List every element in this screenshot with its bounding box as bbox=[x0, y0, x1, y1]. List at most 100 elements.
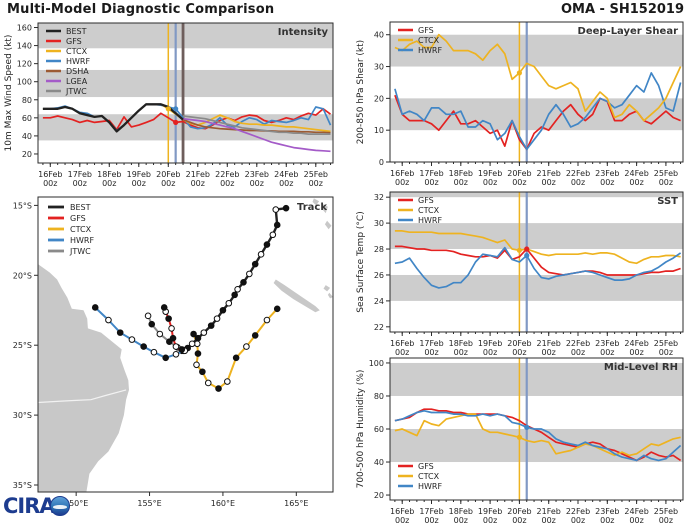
rh-xtick: 24Feb bbox=[624, 507, 648, 516]
rh-init-marker bbox=[524, 424, 530, 430]
track-best-fix-marker-open bbox=[246, 270, 253, 278]
sst-band bbox=[390, 192, 683, 198]
shear-frame bbox=[389, 21, 684, 163]
track-hwrf-fix-marker bbox=[91, 304, 99, 311]
track-best-fix-marker bbox=[178, 346, 186, 353]
intensity-xtick-sub: 00z bbox=[102, 179, 116, 188]
map-lat-tick: 15°S bbox=[13, 201, 32, 210]
intensity-corner-label: Intensity bbox=[278, 27, 329, 38]
sst-xtick: 24Feb bbox=[624, 339, 648, 348]
track-best-fix-marker-open bbox=[269, 231, 277, 239]
shear-legend-label: HWRF bbox=[418, 46, 442, 55]
rh-xtick: 25Feb bbox=[654, 507, 678, 516]
intensity-xtick-sub: 00z bbox=[191, 179, 205, 188]
sst-ytick: 30 bbox=[374, 219, 384, 228]
track-gfs-fix-marker-open bbox=[172, 343, 180, 350]
shear-legend-label: CTCX bbox=[418, 36, 440, 45]
intensity-ytick: 40 bbox=[22, 132, 32, 141]
track-jtwc-fix-marker-open bbox=[144, 312, 152, 320]
rh-xtick-sub: 00z bbox=[454, 516, 468, 525]
sst-xtick: 17Feb bbox=[419, 339, 443, 348]
sst-band bbox=[390, 223, 683, 250]
intensity-legend-label: LGEA bbox=[66, 77, 88, 86]
track-gfs-fix-marker bbox=[169, 334, 177, 342]
sst-xtick: 16Feb bbox=[390, 339, 414, 348]
shear-ylabel: 200-850 hPa Shear (kt) bbox=[356, 40, 366, 144]
intensity-ytick: 100 bbox=[17, 78, 32, 87]
intensity-jtwc-line bbox=[182, 115, 331, 135]
rh-panel: 2040608010016Feb00z17Feb00z18Feb00z19Feb… bbox=[356, 357, 684, 525]
track-ctcx-fix-marker bbox=[232, 354, 240, 362]
cira-logo: CIRA bbox=[3, 494, 70, 518]
intensity-xtick: 21Feb bbox=[186, 170, 210, 179]
shear-xtick: 21Feb bbox=[537, 169, 561, 178]
intensity-ytick: 120 bbox=[17, 60, 32, 69]
australia-landmass bbox=[38, 264, 129, 492]
rh-ylabel: 700-500 hPa Humidity (%) bbox=[356, 370, 366, 489]
rh-xtick-sub: 00z bbox=[512, 516, 526, 525]
intensity-xtick-sub: 00z bbox=[43, 179, 57, 188]
track-hwrf-fix-marker-open bbox=[150, 348, 158, 356]
intensity-lgea-line bbox=[182, 117, 331, 153]
sst-xtick: 20Feb bbox=[507, 339, 531, 348]
shear-xtick: 18Feb bbox=[449, 169, 473, 178]
shear-ytick: 0 bbox=[379, 158, 384, 167]
shear-xtick-sub: 00z bbox=[659, 178, 673, 187]
track-hwrf-fix-marker-open bbox=[128, 336, 136, 343]
sst-xtick: 22Feb bbox=[566, 339, 590, 348]
sst-ylabel: Sea Surface Temp (°C) bbox=[356, 211, 366, 312]
track-best-fix-marker-open bbox=[213, 315, 221, 322]
shear-ytick: 30 bbox=[374, 63, 384, 72]
shear-legend-label: GFS bbox=[418, 26, 434, 35]
rh-xtick-sub: 00z bbox=[571, 516, 585, 525]
shear-xtick-sub: 00z bbox=[542, 178, 556, 187]
intensity-xtick: 23Feb bbox=[245, 170, 269, 179]
track-best-fix-marker bbox=[231, 291, 238, 299]
track-gfs-fix-marker-open bbox=[168, 325, 175, 332]
shear-xtick-sub: 00z bbox=[629, 178, 643, 187]
sst-init-marker bbox=[524, 252, 530, 259]
sst-xtick-sub: 00z bbox=[659, 348, 673, 357]
track-ctcx-fix-marker bbox=[251, 332, 259, 339]
track-best-fix-marker-open bbox=[225, 299, 233, 307]
intensity-ytick: 160 bbox=[17, 24, 32, 33]
intensity-legend-label: BEST bbox=[66, 27, 87, 36]
rh-xtick-sub: 00z bbox=[424, 516, 438, 525]
track-ctcx-fix-marker bbox=[194, 350, 202, 357]
intensity-init-marker bbox=[173, 106, 179, 112]
shear-ytick: 10 bbox=[374, 126, 384, 135]
track-best-fix-marker-open bbox=[200, 329, 208, 336]
track-ctcx-fix-marker-open bbox=[263, 316, 271, 324]
intensity-xtick: 18Feb bbox=[97, 170, 121, 179]
loyalty-island-2-landmass bbox=[327, 292, 333, 299]
rh-legend-label: HWRF bbox=[418, 482, 442, 491]
rh-xtick-sub: 00z bbox=[659, 516, 673, 525]
map-content bbox=[38, 198, 333, 492]
track-jtwc-fix-marker-open bbox=[156, 330, 164, 338]
sst-xtick-sub: 00z bbox=[629, 348, 643, 357]
rh-xtick: 21Feb bbox=[537, 507, 561, 516]
track-legend-label: HWRF bbox=[70, 236, 94, 245]
sst-corner-label: SST bbox=[657, 196, 678, 207]
vanuatu-island-2-landmass bbox=[321, 204, 328, 214]
rh-hwrf-line bbox=[394, 409, 682, 462]
intensity-xtick-sub: 00z bbox=[132, 179, 146, 188]
sst-ytick: 22 bbox=[374, 323, 384, 332]
sst-panel: 22242628303216Feb00z17Feb00z18Feb00z19Fe… bbox=[356, 191, 684, 357]
sst-xtick-sub: 00z bbox=[395, 348, 409, 357]
rh-ytick: 20 bbox=[374, 491, 384, 500]
intensity-legend-label: CTCX bbox=[66, 47, 88, 56]
shear-band bbox=[390, 34, 683, 67]
rh-legend-label: CTCX bbox=[418, 472, 440, 481]
intensity-band bbox=[38, 23, 333, 49]
intensity-xtick: 19Feb bbox=[127, 170, 151, 179]
rh-xtick-sub: 00z bbox=[542, 516, 556, 525]
shear-xtick-sub: 00z bbox=[512, 178, 526, 187]
track-best-fix-marker bbox=[263, 241, 271, 248]
rh-ytick: 40 bbox=[374, 458, 384, 467]
sst-ytick: 24 bbox=[374, 297, 384, 306]
rh-xtick-sub: 00z bbox=[600, 516, 614, 525]
intensity-ytick: 80 bbox=[22, 96, 32, 105]
sst-xtick-sub: 00z bbox=[600, 348, 614, 357]
